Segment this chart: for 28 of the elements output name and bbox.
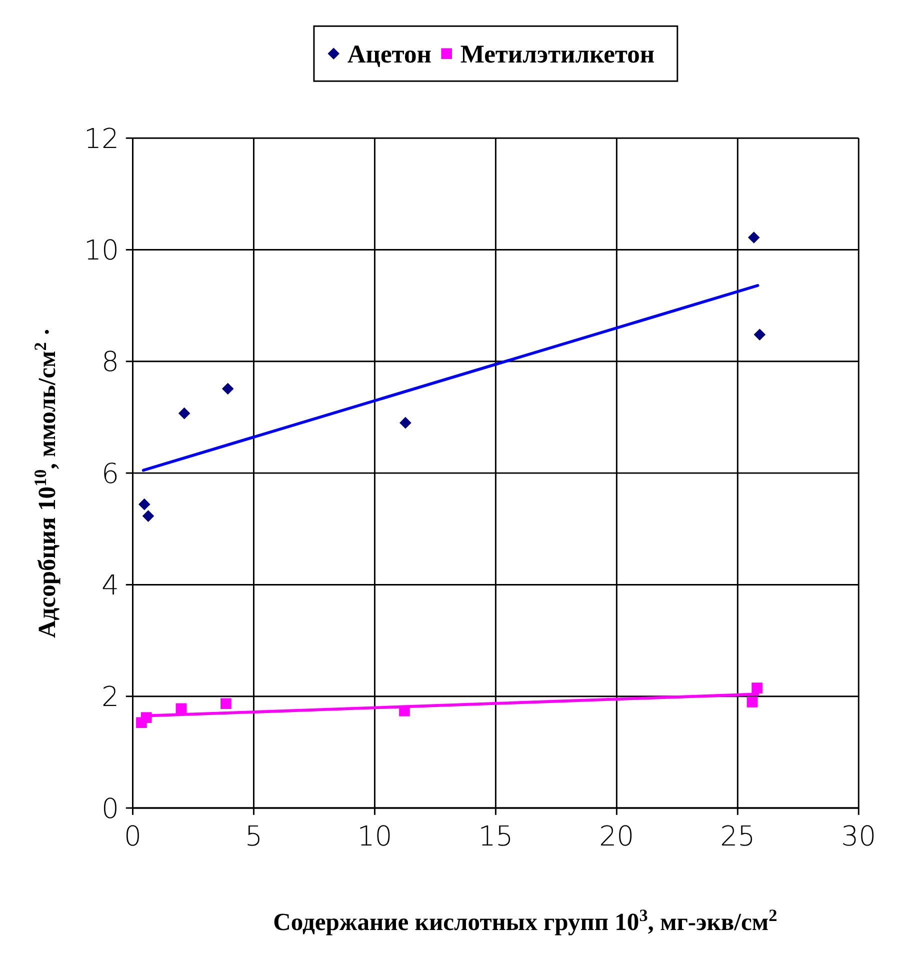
y-tick-label: 4 (101, 570, 119, 602)
point (748, 232, 760, 244)
y-tick-label: 6 (101, 458, 119, 490)
y-tick-label: 10 (84, 234, 119, 267)
x-tick-label: 0 (124, 820, 142, 852)
legend-label: Метилэтилкетон (460, 39, 655, 68)
point (142, 510, 154, 522)
point (176, 703, 187, 714)
y-tick-label: 0 (101, 792, 119, 825)
point (222, 382, 234, 395)
y-tick-label: 8 (101, 346, 119, 378)
legend-label: Ацетон (347, 39, 432, 68)
y-tick-label: 12 (84, 122, 119, 155)
point (138, 498, 150, 510)
point (178, 407, 190, 420)
point (220, 698, 232, 710)
point (746, 696, 758, 708)
x-tick-label: 25 (720, 820, 756, 852)
point (400, 416, 412, 429)
x-tick-label: 15 (478, 820, 514, 852)
x-tick-label: 10 (357, 820, 392, 852)
y-tick-label: 2 (101, 681, 119, 714)
x-tick-label: 30 (841, 820, 876, 852)
x-tick-label: 5 (244, 820, 262, 852)
x-tick-label: 20 (599, 820, 634, 852)
point (752, 682, 762, 694)
x-axis-title: Содержание кислотных групп 10$^{3}$, мг-экв/см$^{2}$ (273, 905, 778, 936)
point (754, 328, 766, 341)
